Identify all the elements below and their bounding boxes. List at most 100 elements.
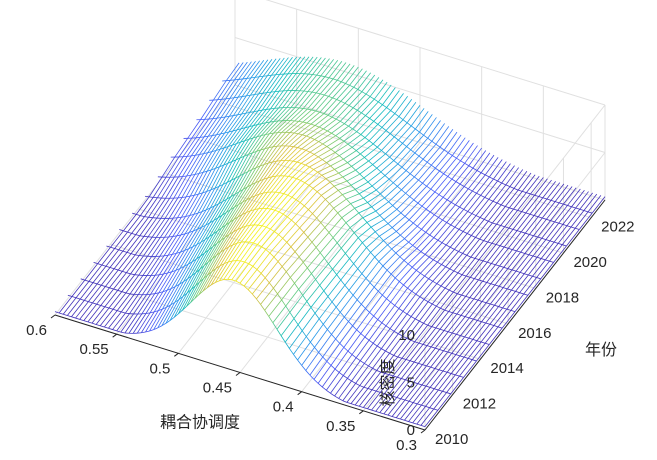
surface-mesh-line: [555, 201, 560, 204]
surface-mesh-line: [193, 171, 208, 196]
surface-mesh-line: [447, 351, 452, 354]
surface-mesh-line: [409, 364, 423, 382]
surface-mesh-line: [545, 259, 550, 262]
surface-mesh-line: [311, 257, 325, 274]
surface-mesh-line: [335, 321, 349, 340]
surface-mesh-line: [466, 254, 471, 258]
surface-mesh-line: [460, 318, 474, 336]
surface-mesh-line: [505, 184, 511, 188]
surface-mesh-line: [126, 235, 141, 253]
surface-mesh-line: [461, 278, 475, 296]
surface-mesh-line: [452, 296, 466, 314]
surface-mesh-line: [529, 197, 544, 215]
surface-mesh-line: [525, 232, 530, 235]
surface-mesh-line: [339, 325, 353, 344]
surface-mesh-line: [179, 261, 193, 285]
surface-mesh-line: [575, 227, 580, 230]
surface-mesh-line: [236, 225, 251, 244]
surface-mesh-line: [390, 93, 404, 111]
surface-mesh-line: [168, 254, 173, 256]
surface-mesh-line: [414, 361, 419, 364]
surface-mesh-line: [79, 318, 84, 322]
surface-mesh-line: [241, 209, 255, 228]
surface-mesh-line: [340, 247, 346, 254]
surface-mesh-line: [427, 285, 442, 303]
surface-mesh-line: [280, 146, 294, 161]
surface-mesh-line: [340, 279, 346, 286]
surface-mesh-line: [245, 224, 250, 227]
surface-mesh-line: [276, 312, 291, 330]
surface-mesh-line: [190, 278, 204, 303]
surface-mesh-line: [224, 96, 239, 118]
surface-mesh-line: [404, 419, 409, 422]
surface-mesh-line: [240, 242, 254, 262]
surface-mesh-line: [480, 194, 485, 198]
surface-mesh-line: [533, 235, 538, 238]
surface-mesh-line: [308, 174, 323, 186]
surface-mesh-line: [438, 178, 453, 195]
surface-mesh-line: [330, 165, 335, 170]
surface-mesh-line: [208, 227, 222, 251]
surface-mesh-line: [385, 130, 391, 134]
surface-mesh-line: [513, 192, 527, 210]
surface-mesh-line: [220, 115, 234, 135]
surface-mesh-line: [322, 356, 328, 362]
surface-mesh-line: [449, 231, 464, 248]
surface-mesh-line: [457, 256, 472, 274]
surface-mesh-line: [378, 101, 383, 106]
surface-mesh-line: [451, 202, 456, 206]
surface-mesh-line: [323, 257, 329, 264]
surface-mesh-line: [359, 173, 365, 179]
surface-mesh-line: [365, 101, 379, 116]
surface-mesh-line: [377, 110, 391, 125]
surface-mesh-line: [566, 229, 580, 247]
surface-mesh-line: [293, 354, 298, 361]
surface-mesh-line: [175, 232, 190, 254]
surface-mesh-line: [120, 313, 134, 333]
surface-mesh-line: [506, 292, 520, 310]
surface-mesh-line: [401, 378, 406, 381]
surface-mesh-line: [429, 219, 443, 236]
surface-mesh-line: [410, 316, 416, 320]
surface-mesh-line: [341, 207, 355, 219]
surface-mesh-line: [463, 356, 469, 359]
surface-mesh-line: [359, 193, 364, 199]
surface-mesh-line: [256, 298, 261, 305]
surface-mesh-line: [380, 355, 394, 373]
surface-mesh-line: [550, 220, 555, 223]
surface-mesh-line: [396, 231, 401, 236]
surface-mesh-line: [372, 130, 387, 145]
surface-mesh-line: [399, 256, 405, 261]
surface-mesh-line: [170, 286, 176, 289]
surface-mesh-line: [225, 97, 230, 100]
surface-mesh-line: [349, 227, 355, 233]
surface-mesh-line: [459, 339, 474, 357]
surface-mesh-line: [365, 290, 379, 309]
surface-mesh-line: [274, 216, 288, 232]
surface-mesh-line: [364, 146, 378, 158]
surface-mesh-line: [309, 166, 314, 170]
surface-mesh-line: [87, 321, 93, 324]
surface-mesh-line: [340, 120, 345, 125]
surface-mesh-line: [334, 162, 348, 170]
surface-mesh-line: [312, 74, 317, 76]
surface-mesh-line: [369, 104, 383, 119]
surface-mesh-line: [166, 288, 172, 291]
surface-mesh-line: [246, 180, 260, 200]
surface-mesh-line: [219, 144, 233, 167]
surface-mesh-line: [182, 272, 197, 297]
surface-mesh-line: [228, 214, 243, 235]
surface-mesh-line: [351, 137, 366, 148]
surface-mesh-line: [383, 413, 389, 416]
surface-mesh-line: [286, 90, 301, 108]
surface-mesh-line: [424, 239, 439, 255]
surface-mesh-line: [184, 212, 199, 235]
surface-mesh-line: [444, 293, 458, 311]
surface-mesh-line: [159, 236, 174, 257]
surface-mesh-line: [490, 303, 495, 306]
surface-mesh-line: [223, 163, 228, 166]
surface-mesh-line: [521, 174, 536, 192]
surface-mesh-line: [279, 160, 294, 177]
surface-mesh-line: [104, 290, 119, 307]
surface-mesh-line: [369, 265, 384, 284]
